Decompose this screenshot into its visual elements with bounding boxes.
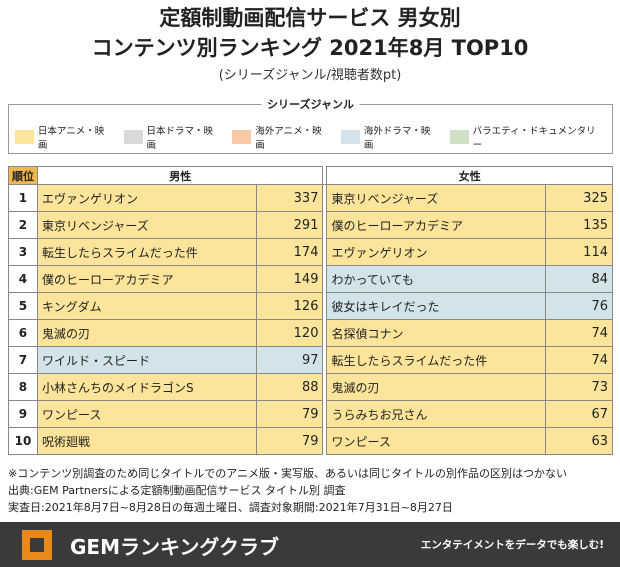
male-score-cell: 126 xyxy=(255,292,324,320)
rank-cell: 6 xyxy=(8,319,38,347)
female-score-cell: 135 xyxy=(545,211,613,239)
table-row: 7 ワイルド・スピード 97 転生したらスライムだった件 74 xyxy=(8,346,613,374)
rank-cell: 3 xyxy=(8,238,38,266)
female-score-cell: 73 xyxy=(545,373,613,401)
male-header: 男性 xyxy=(36,166,324,185)
male-score-cell: 149 xyxy=(255,265,324,293)
male-title-cell: 転生したらスライムだった件 xyxy=(36,238,257,266)
rank-cell: 10 xyxy=(8,427,38,455)
male-score-cell: 88 xyxy=(255,373,324,401)
table-row: 8 小林さんちのメイドラゴンS 88 鬼滅の刃 73 xyxy=(8,373,613,401)
rank-header: 順位 xyxy=(8,166,38,185)
male-score-cell: 291 xyxy=(255,211,324,239)
footer-title: GEMランキングクラブ xyxy=(70,535,279,559)
table-row: 2 東京リベンジャーズ 291 僕のヒーローアカデミア 135 xyxy=(8,211,613,239)
male-title-cell: ワイルド・スピード xyxy=(36,346,257,374)
note-line-1: ※コンテンツ別調査のため同じタイトルでのアニメ版・実写版、あるいは同じタイトルの… xyxy=(8,467,567,480)
page-title: 定額制動画配信サービス 男女別 xyxy=(159,6,461,30)
male-score-cell: 120 xyxy=(255,319,324,347)
legend-label: 海外ドラマ・映画 xyxy=(363,126,431,151)
legend-swatch xyxy=(232,130,252,144)
note-line-2: 出典:GEM Partnersによる定額制動画配信サービス タイトル別 調査 xyxy=(8,484,346,497)
legend-item: 日本ドラマ・映画 xyxy=(123,123,219,151)
male-title-cell: ワンピース xyxy=(36,400,257,428)
page-title-line2: コンテンツ別ランキング 2021年8月 TOP10 xyxy=(91,36,529,60)
table-row: 1 エヴァンゲリオン 337 東京リベンジャーズ 325 xyxy=(8,184,613,212)
female-title-cell: 名探偵コナン xyxy=(326,319,547,347)
legend: シリーズジャンル 日本アニメ・映画 日本ドラマ・映画 海外アニメ・映画 海外ドラマ・映… xyxy=(8,96,613,154)
rank-cell: 5 xyxy=(8,292,38,320)
legend-label: 日本ドラマ・映画 xyxy=(146,126,214,151)
legend-title: シリーズジャンル xyxy=(261,96,360,112)
male-score-cell: 337 xyxy=(255,184,324,212)
female-score-cell: 76 xyxy=(545,292,613,320)
rank-cell: 1 xyxy=(8,184,38,212)
ranking-table: 順位 男性 女性 1 エヴァンゲリオン 337 東京リベンジャーズ 325 2 東京リベンジ… xyxy=(8,166,613,455)
male-title-cell: 小林さんちのメイドラゴンS xyxy=(36,373,257,401)
female-score-cell: 63 xyxy=(545,427,613,455)
legend-item: 海外ドラマ・映画 xyxy=(340,123,436,151)
female-score-cell: 74 xyxy=(545,319,613,347)
female-score-cell: 67 xyxy=(545,400,613,428)
male-title-cell: エヴァンゲリオン xyxy=(36,184,257,212)
rank-cell: 9 xyxy=(8,400,38,428)
male-score-cell: 79 xyxy=(255,400,324,428)
female-score-cell: 84 xyxy=(545,265,613,293)
legend-swatch xyxy=(15,130,34,144)
footer-tagline: エンタテイメントをデータでも楽しむ! xyxy=(420,539,604,551)
rank-cell: 4 xyxy=(8,265,38,293)
female-title-cell: 東京リベンジャーズ xyxy=(326,184,547,212)
logo-icon xyxy=(22,530,52,560)
rank-cell: 2 xyxy=(8,211,38,239)
legend-label: バラエティ・ドキュメンタリー xyxy=(472,126,596,151)
female-title-cell: 彼女はキレイだった xyxy=(326,292,547,320)
male-score-cell: 97 xyxy=(255,346,324,374)
table-row: 9 ワンピース 79 うらみちお兄さん 67 xyxy=(8,400,613,428)
table-row: 6 鬼滅の刃 120 名探偵コナン 74 xyxy=(8,319,613,347)
female-header: 女性 xyxy=(326,166,613,185)
male-title-cell: 呪術廻戦 xyxy=(36,427,257,455)
male-score-cell: 174 xyxy=(255,238,324,266)
male-title-cell: 僕のヒーローアカデミア xyxy=(36,265,257,293)
legend-item: バラエティ・ドキュメンタリー xyxy=(449,123,598,151)
legend-label: 日本アニメ・映画 xyxy=(37,126,105,151)
rank-cell: 7 xyxy=(8,346,38,374)
legend-swatch xyxy=(340,130,360,144)
subtitle: (シリーズジャンル/視聴者数pt) xyxy=(218,68,402,83)
legend-label: 海外アニメ・映画 xyxy=(255,126,322,151)
male-title-cell: 鬼滅の刃 xyxy=(36,319,257,347)
female-title-cell: わかっていても xyxy=(326,265,547,293)
male-title-cell: 東京リベンジャーズ xyxy=(36,211,257,239)
table-row: 10 呪術廻戦 79 ワンピース 63 xyxy=(8,427,613,455)
rank-cell: 8 xyxy=(8,373,38,401)
legend-item: 海外アニメ・映画 xyxy=(232,123,327,151)
note-line-3: 実査日:2021年8月7日~8月28日の毎週土曜日、調査対象期間:2021年7月… xyxy=(8,501,453,514)
female-title-cell: 僕のヒーローアカデミア xyxy=(326,211,547,239)
legend-item: 日本アニメ・映画 xyxy=(15,123,110,151)
legend-swatch xyxy=(123,130,143,144)
table-row: 5 キングダム 126 彼女はキレイだった 76 xyxy=(8,292,613,320)
footer-banner: GEMランキングクラブ エンタテイメントをデータでも楽しむ! xyxy=(0,522,620,567)
female-title-cell: エヴァンゲリオン xyxy=(326,238,547,266)
female-title-cell: 転生したらスライムだった件 xyxy=(326,346,547,374)
female-title-cell: うらみちお兄さん xyxy=(326,400,547,428)
female-score-cell: 74 xyxy=(545,346,613,374)
female-score-cell: 114 xyxy=(545,238,613,266)
female-title-cell: ワンピース xyxy=(326,427,547,455)
female-score-cell: 325 xyxy=(545,184,613,212)
male-title-cell: キングダム xyxy=(36,292,257,320)
legend-swatch xyxy=(449,130,469,144)
male-score-cell: 79 xyxy=(255,427,324,455)
table-row: 4 僕のヒーローアカデミア 149 わかっていても 84 xyxy=(8,265,613,293)
female-title-cell: 鬼滅の刃 xyxy=(326,373,547,401)
legend-items: 日本アニメ・映画 日本ドラマ・映画 海外アニメ・映画 海外ドラマ・映画 バラエティ・ドキ… xyxy=(15,123,612,151)
table-row: 3 転生したらスライムだった件 174 エヴァンゲリオン 114 xyxy=(8,238,613,266)
